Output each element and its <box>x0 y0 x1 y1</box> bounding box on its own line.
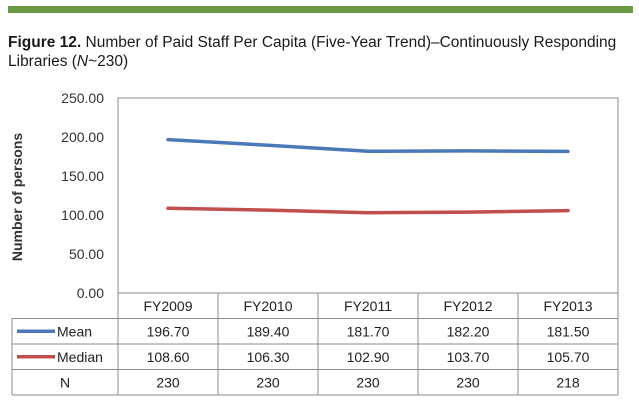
y-tick-label: 100.00 <box>61 207 104 223</box>
table-value: 103.70 <box>447 349 490 365</box>
y-tick-label: 50.00 <box>69 246 104 262</box>
x-category-label: FY2013 <box>543 298 592 314</box>
y-tick-label: 0.00 <box>77 285 104 301</box>
table-value: 230 <box>156 374 180 390</box>
table-value: 105.70 <box>547 349 590 365</box>
y-axis-label: Number of persons <box>9 133 25 262</box>
table-value: 218 <box>556 374 580 390</box>
table-value: 230 <box>356 374 380 390</box>
x-category-label: FY2011 <box>344 298 392 314</box>
x-category-label: FY2012 <box>443 298 492 314</box>
top-rule <box>8 6 633 13</box>
table-value: 106.30 <box>247 349 290 365</box>
figure-title-text-1: Number of Paid Staff Per Capita (Five-Ye… <box>8 34 617 70</box>
table-value: 181.70 <box>347 323 390 339</box>
table-value: 196.70 <box>147 323 190 339</box>
y-tick-label: 250.00 <box>61 90 104 106</box>
figure-title-n: N <box>76 53 89 70</box>
x-category-label: FY2010 <box>243 298 292 314</box>
table-value: 230 <box>256 374 280 390</box>
table-value: 102.90 <box>347 349 390 365</box>
table-row-label-n: N <box>60 374 70 390</box>
x-category-label: FY2009 <box>143 298 192 314</box>
legend-label-mean: Mean <box>57 323 92 339</box>
table-value: 182.20 <box>447 323 490 339</box>
y-tick-label: 150.00 <box>61 168 104 184</box>
table-value: 230 <box>456 374 480 390</box>
table-value: 189.40 <box>247 323 290 339</box>
figure-title: Figure 12. Number of Paid Staff Per Capi… <box>8 33 636 71</box>
table-value: 181.50 <box>547 323 590 339</box>
figure-label: Figure 12. <box>8 34 82 51</box>
series-line-median <box>166 206 570 215</box>
table-value: 108.60 <box>147 349 190 365</box>
series-line-mean <box>166 137 570 154</box>
plot-area <box>117 97 619 294</box>
y-tick-label: 200.00 <box>61 129 104 145</box>
figure-title-text-2: ~230) <box>88 53 129 70</box>
legend-label-median: Median <box>57 349 103 365</box>
